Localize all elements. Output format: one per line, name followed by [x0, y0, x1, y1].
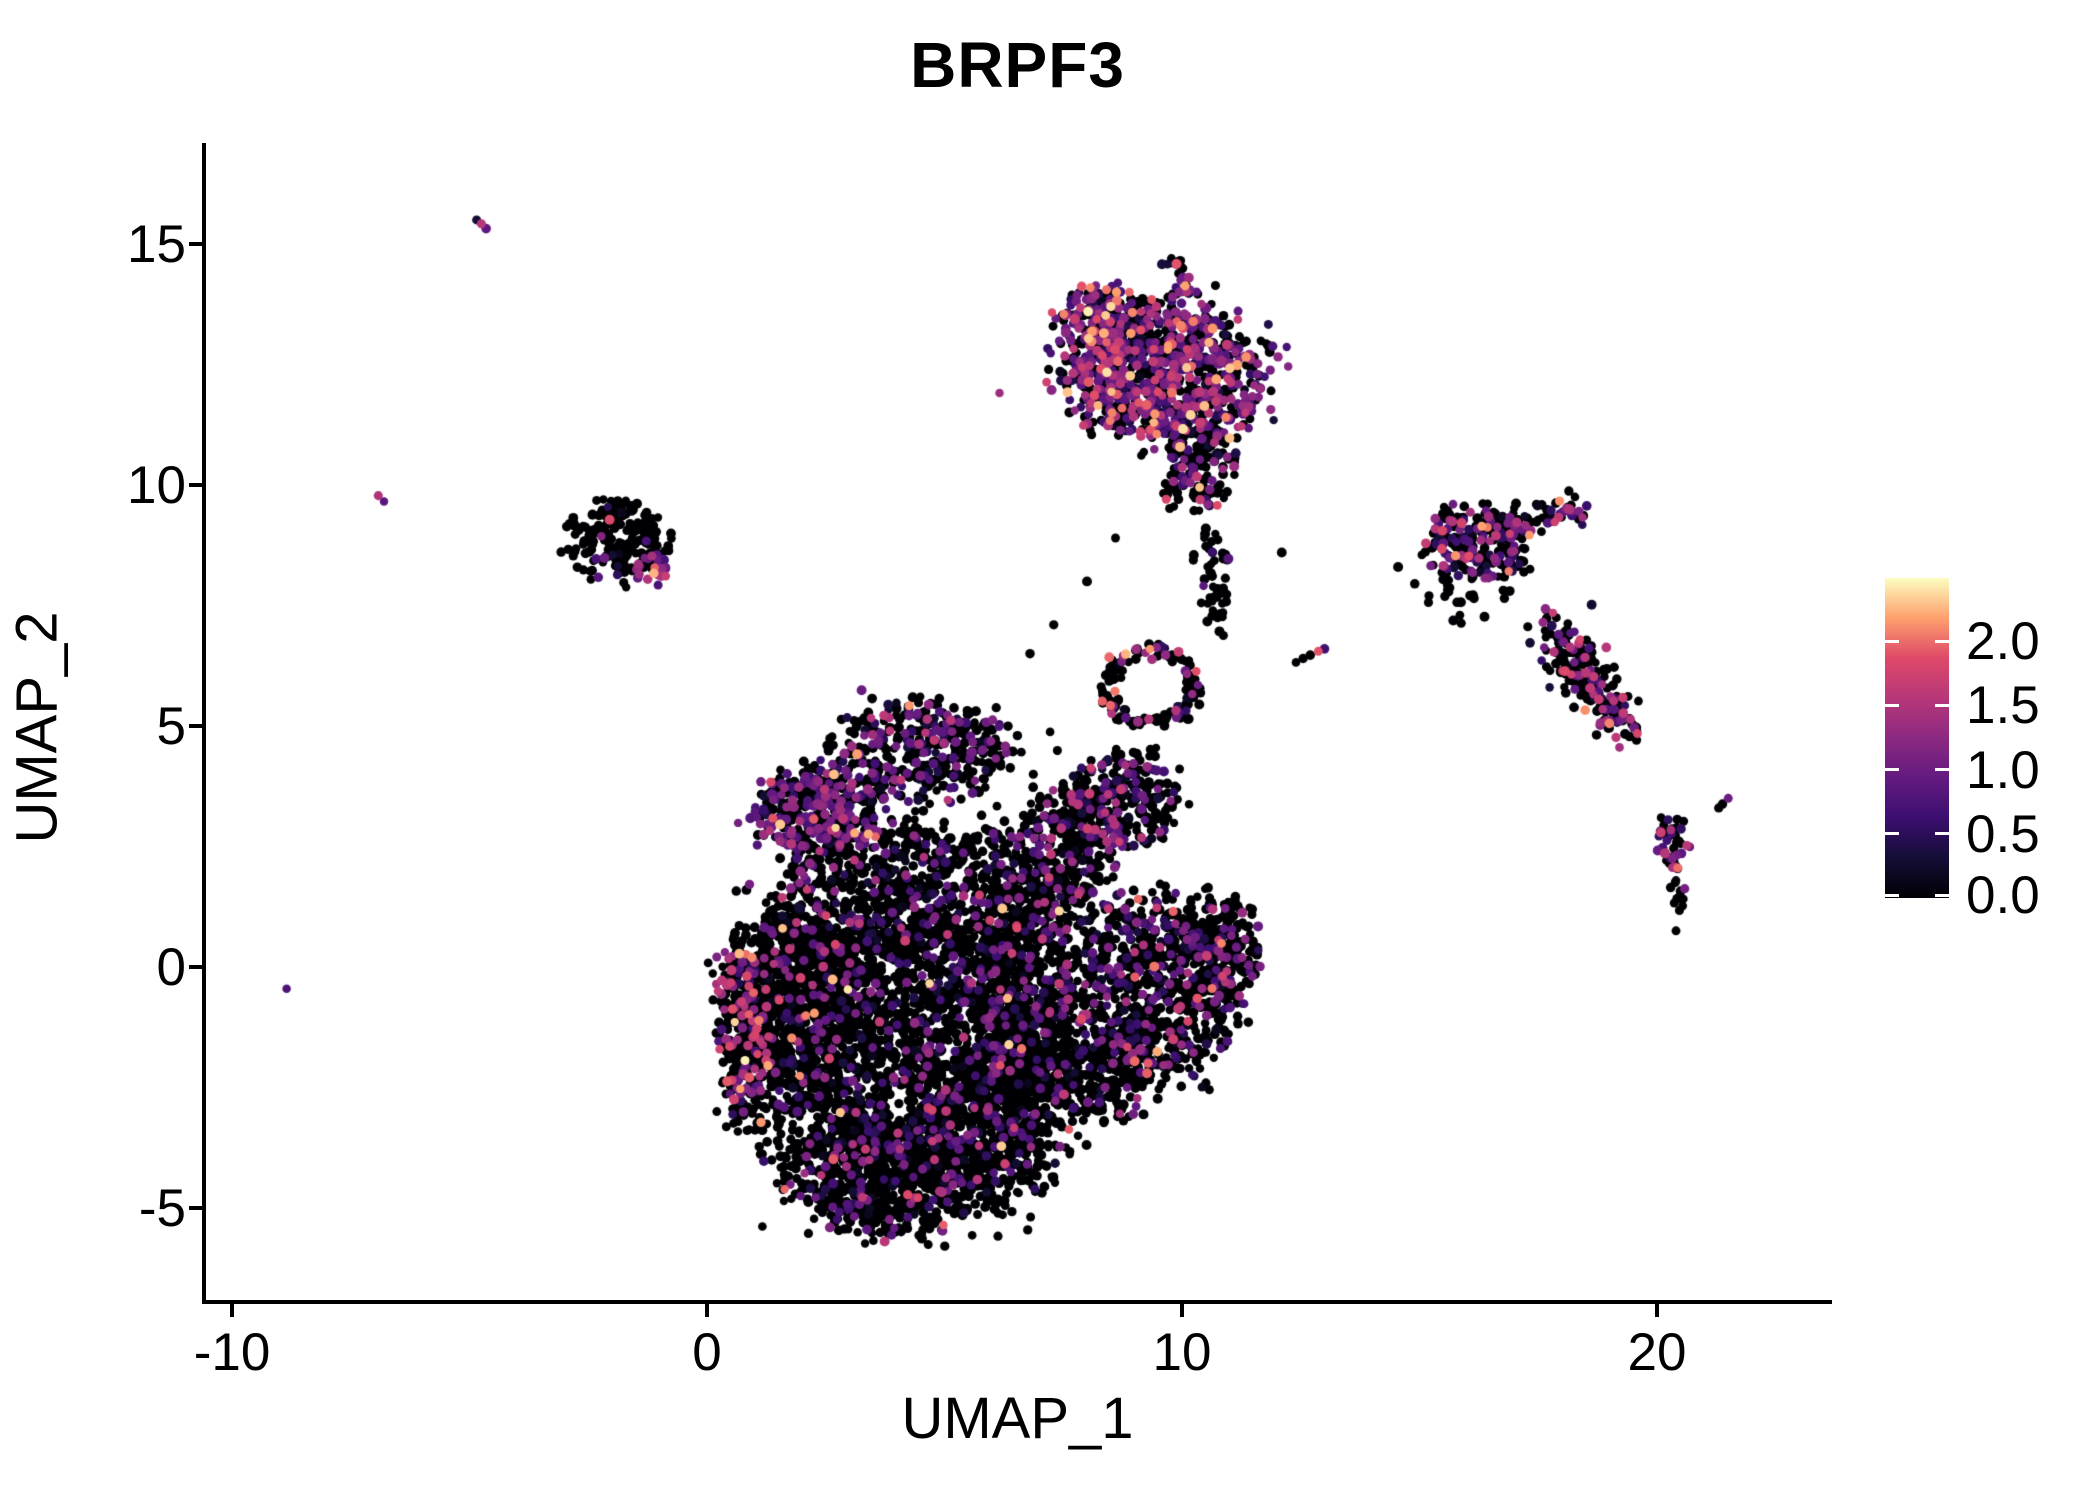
x-axis-title: UMAP_1 [901, 1386, 1134, 1451]
y-tick-mark [189, 965, 202, 969]
y-tick-mark [189, 724, 202, 728]
x-tick-label: -10 [193, 1323, 271, 1382]
y-tick-mark [189, 1206, 202, 1210]
colorbar-tick-label: 0.5 [1966, 804, 2040, 864]
y-tick-label: 0 [156, 938, 186, 997]
x-tick-mark [705, 1304, 709, 1317]
y-tick-label: -5 [138, 1179, 186, 1238]
x-tick-label: 20 [1627, 1323, 1687, 1382]
colorbar-tick [1935, 893, 1949, 897]
colorbar-tick [1885, 639, 1899, 643]
y-axis-title: UMAP_2 [4, 611, 70, 844]
y-tick-label: 10 [127, 456, 186, 515]
colorbar-tick [1885, 768, 1899, 772]
colorbar-tick [1885, 832, 1899, 836]
colorbar-tick [1935, 832, 1949, 836]
colorbar-tick [1885, 703, 1899, 707]
x-tick-label: 10 [1152, 1323, 1212, 1382]
colorbar-tick [1935, 703, 1949, 707]
expression-colorbar [1885, 578, 1949, 898]
x-tick-mark [230, 1304, 234, 1317]
colorbar-tick [1885, 893, 1899, 897]
y-axis-line [202, 143, 206, 1304]
y-tick-mark [189, 242, 202, 246]
x-tick-label: 0 [692, 1323, 722, 1382]
colorbar-tick-label: 0.0 [1966, 866, 2040, 925]
x-axis-line [202, 1300, 1832, 1304]
x-tick-mark [1180, 1304, 1184, 1317]
colorbar-tick [1935, 768, 1949, 772]
y-tick-mark [189, 483, 202, 487]
colorbar-tick-label: 2.0 [1966, 612, 2040, 672]
colorbar-tick-label: 1.0 [1966, 740, 2040, 800]
colorbar-tick-label: 1.5 [1966, 676, 2040, 736]
y-tick-label: 15 [127, 215, 186, 274]
y-tick-label: 5 [156, 697, 186, 756]
x-tick-mark [1655, 1304, 1659, 1317]
colorbar-tick [1935, 639, 1949, 643]
